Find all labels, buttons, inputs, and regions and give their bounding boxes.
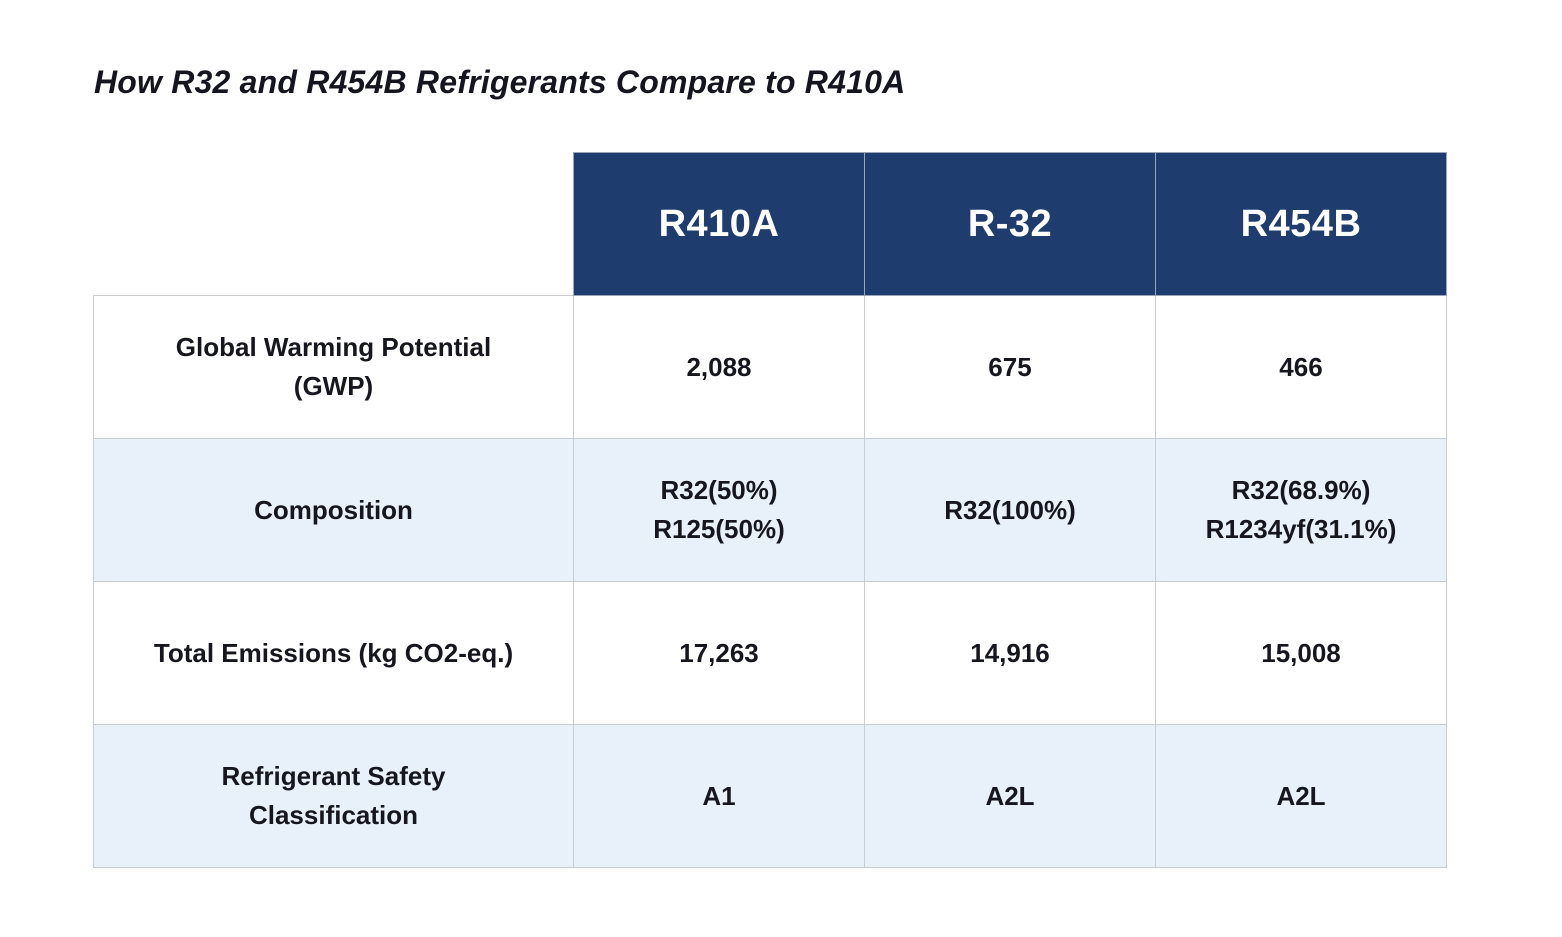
row-composition: Composition R32(50%) R125(50%) R32(100%)… bbox=[93, 438, 1447, 582]
row-label-total-emissions: Total Emissions (kg CO2-eq.) bbox=[93, 581, 574, 725]
row-safety-classification: Refrigerant Safety Classification A1 A2L… bbox=[93, 724, 1447, 868]
row-label-composition: Composition bbox=[93, 438, 574, 582]
cell-gwp-r32: 675 bbox=[864, 295, 1156, 439]
column-header-r32: R-32 bbox=[864, 152, 1156, 296]
cell-emissions-r454b: 15,008 bbox=[1155, 581, 1447, 725]
cell-composition-r454b: R32(68.9%) R1234yf(31.1%) bbox=[1155, 438, 1447, 582]
cell-gwp-r410a: 2,088 bbox=[573, 295, 865, 439]
page-title: How R32 and R454B Refrigerants Compare t… bbox=[94, 64, 906, 100]
cell-safety-r410a: A1 bbox=[573, 724, 865, 868]
column-header-r410a: R410A bbox=[573, 152, 865, 296]
cell-emissions-r32: 14,916 bbox=[864, 581, 1156, 725]
cell-composition-r410a: R32(50%) R125(50%) bbox=[573, 438, 865, 582]
column-header-r454b: R454B bbox=[1155, 152, 1447, 296]
corner-spacer-cell bbox=[93, 152, 574, 296]
row-label-safety-classification: Refrigerant Safety Classification bbox=[93, 724, 574, 868]
cell-safety-r32: A2L bbox=[864, 724, 1156, 868]
row-gwp: Global Warming Potential (GWP) 2,088 675… bbox=[93, 295, 1447, 439]
row-label-gwp: Global Warming Potential (GWP) bbox=[93, 295, 574, 439]
cell-composition-r32: R32(100%) bbox=[864, 438, 1156, 582]
header-row: R410A R-32 R454B bbox=[93, 152, 1447, 296]
table-header: R410A R-32 R454B bbox=[93, 152, 1447, 296]
cell-safety-r454b: A2L bbox=[1155, 724, 1447, 868]
row-total-emissions: Total Emissions (kg CO2-eq.) 17,263 14,9… bbox=[93, 581, 1447, 725]
cell-gwp-r454b: 466 bbox=[1155, 295, 1447, 439]
refrigerant-comparison-table: R410A R-32 R454B Global Warming Potentia… bbox=[93, 152, 1447, 868]
table-body: Global Warming Potential (GWP) 2,088 675… bbox=[93, 295, 1447, 868]
cell-emissions-r410a: 17,263 bbox=[573, 581, 865, 725]
